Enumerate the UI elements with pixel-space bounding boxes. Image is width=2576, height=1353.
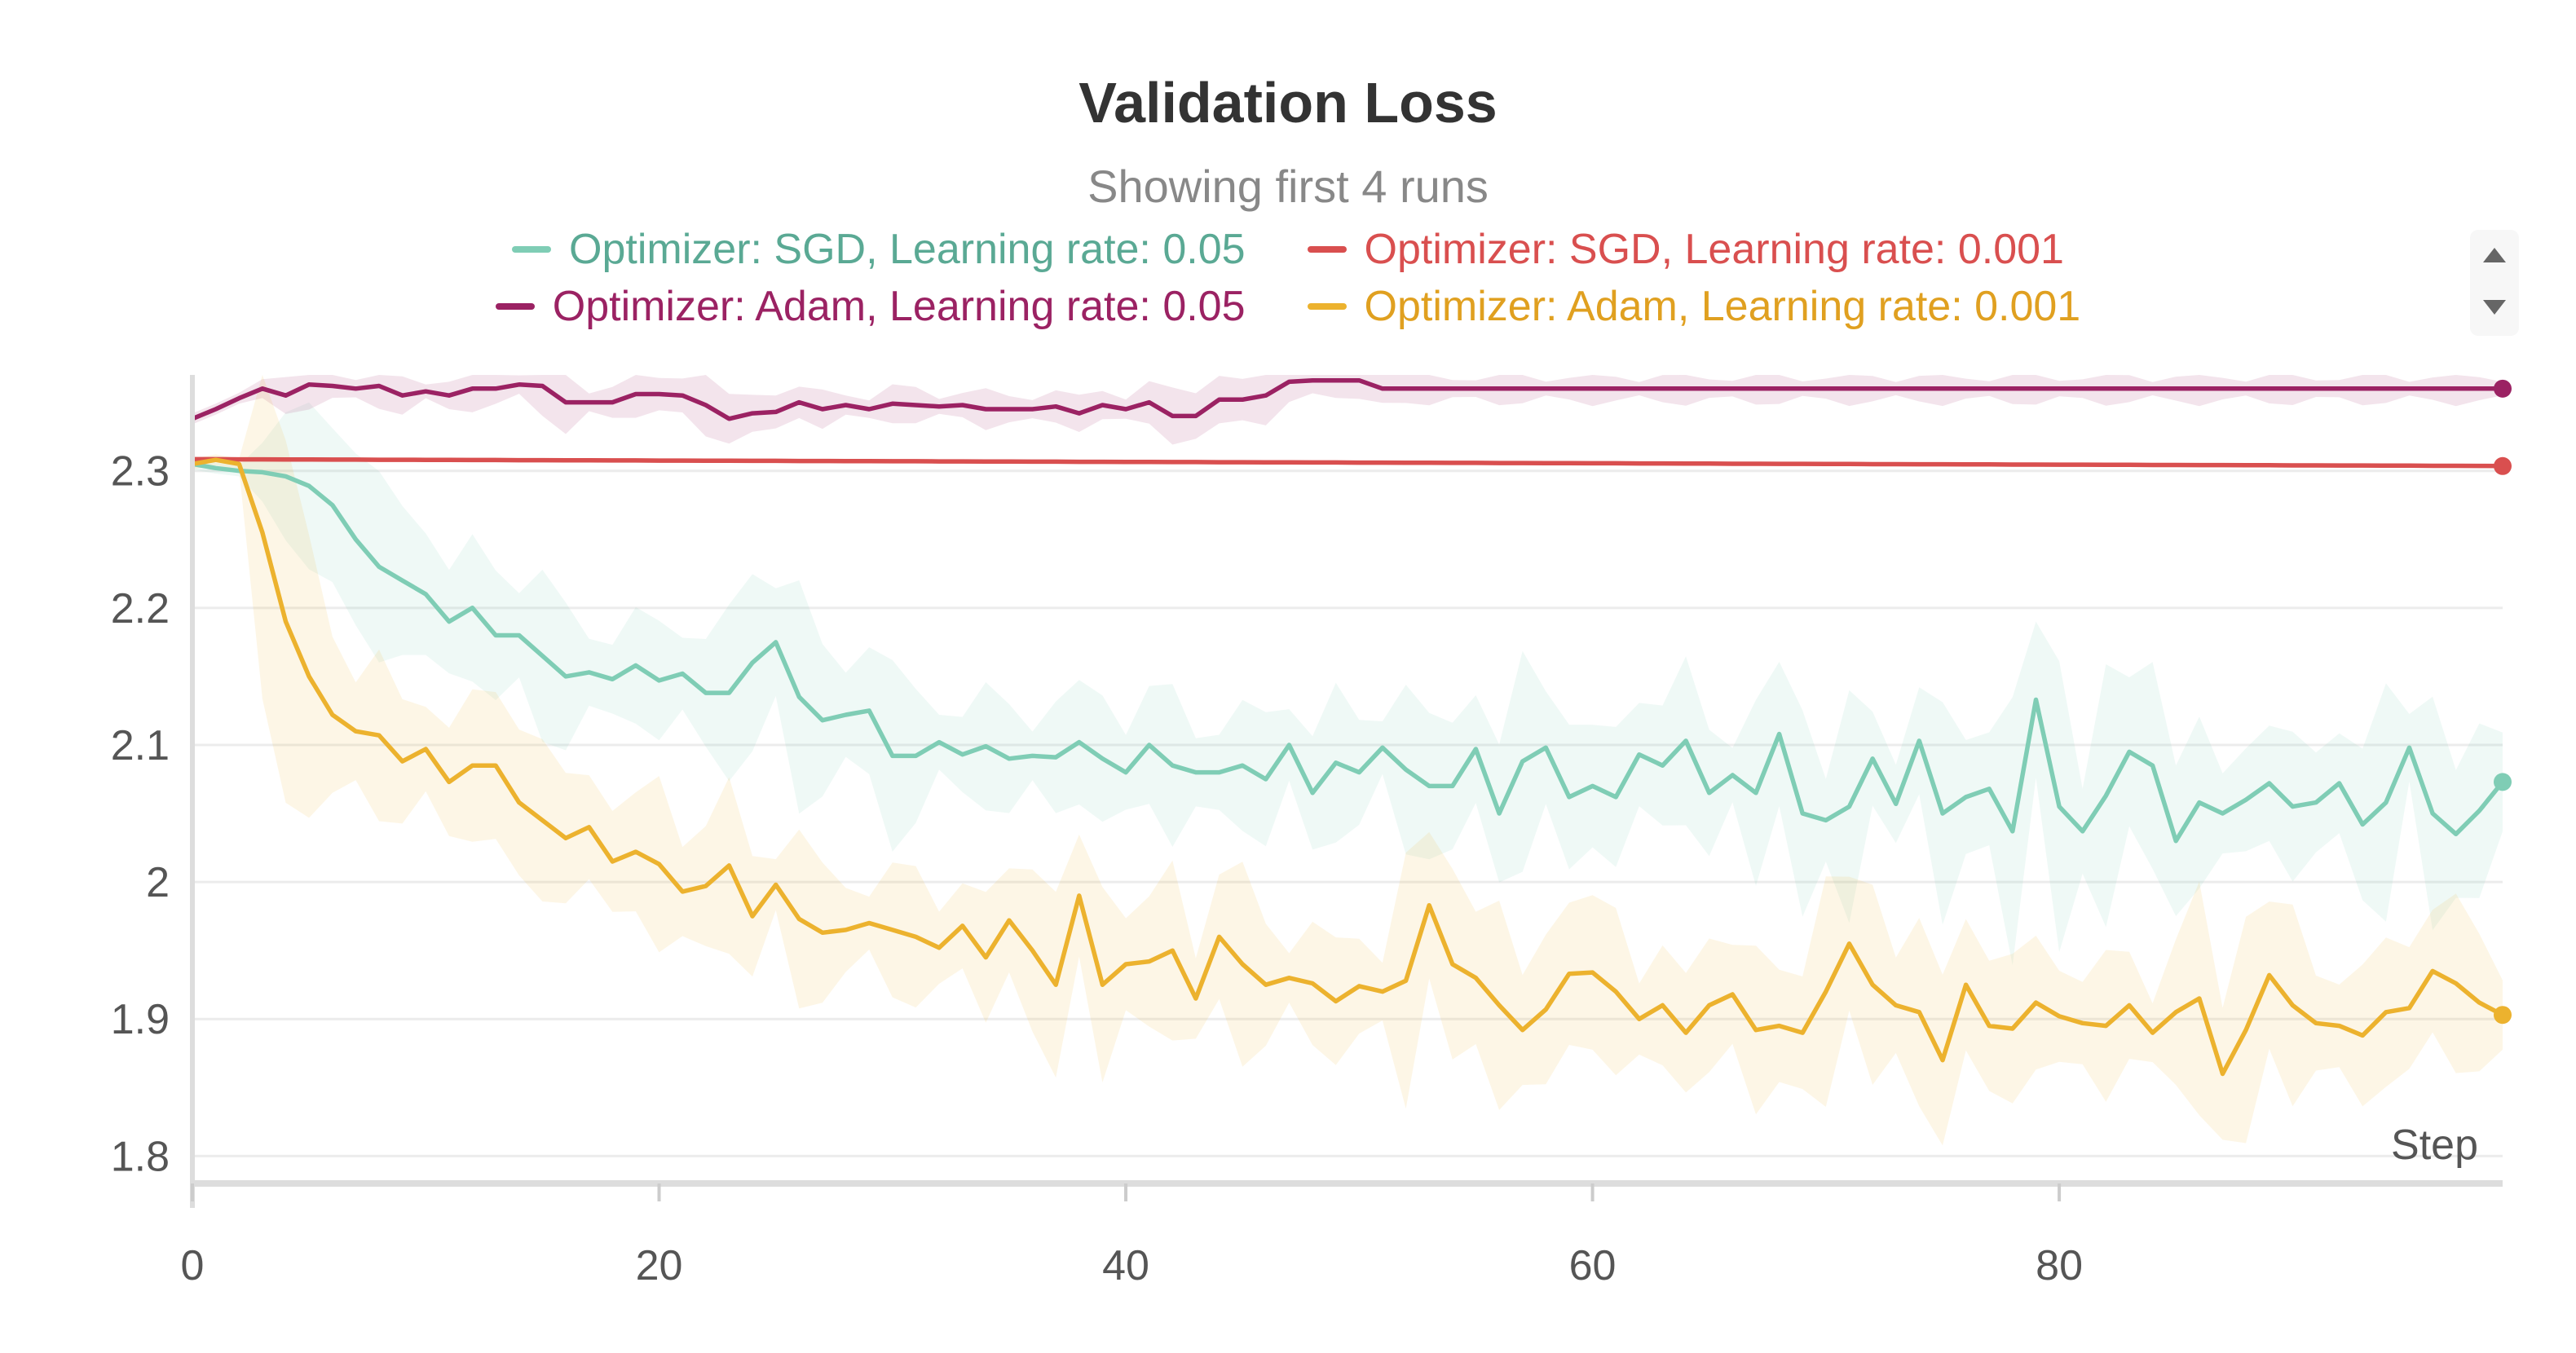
legend-label: Optimizer: SGD, Learning rate: 0.001 [1364, 226, 2064, 273]
legend-label: Optimizer: Adam, Learning rate: 0.05 [552, 283, 1246, 330]
legend-row-2: Optimizer: Adam, Learning rate: 0.05 Opt… [0, 282, 2576, 331]
y-tick-label: 2 [146, 859, 170, 906]
legend-item-adam-0.05[interactable]: Optimizer: Adam, Learning rate: 0.05 [495, 282, 1246, 331]
series-line-3 [192, 457, 2504, 1077]
x-tick-label: 80 [2036, 1242, 2083, 1289]
series-line-0 [192, 461, 2505, 844]
legend-item-sgd-0.001[interactable]: Optimizer: SGD, Learning rate: 0.001 [1307, 225, 2064, 274]
x-axis-label: Step [2391, 1122, 2478, 1169]
series-line-2 [191, 377, 2503, 421]
y-tick-label: 2.1 [111, 722, 170, 769]
legend-row-1: Optimizer: SGD, Learning rate: 0.05 Opti… [0, 225, 2576, 274]
x-tick-label: 60 [1569, 1242, 1617, 1289]
chevron-up-icon[interactable] [2483, 248, 2506, 262]
legend-item-adam-0.001[interactable]: Optimizer: Adam, Learning rate: 0.001 [1307, 282, 2081, 331]
series-band-3 [192, 375, 2503, 1146]
y-tick-label: 2.2 [111, 585, 170, 632]
chevron-down-icon[interactable] [2483, 300, 2506, 315]
legend-swatch [1307, 303, 1347, 310]
y-tick-label: 1.8 [111, 1133, 170, 1180]
series-line-1 [192, 456, 2503, 469]
legend-swatch [512, 246, 552, 253]
legend-scroll-control [2470, 230, 2519, 336]
x-tick-label: 0 [181, 1242, 205, 1289]
legend-swatch [1307, 246, 1347, 253]
series-band-0 [192, 402, 2503, 966]
chart-title: Validation Loss [1078, 71, 1498, 134]
legend-label: Optimizer: SGD, Learning rate: 0.05 [569, 226, 1246, 273]
x-tick-label: 20 [636, 1242, 683, 1289]
x-tick-label: 40 [1102, 1242, 1149, 1289]
y-tick-label: 1.9 [111, 996, 170, 1043]
series-endpoint-3 [2494, 1006, 2512, 1025]
legend-label: Optimizer: Adam, Learning rate: 0.001 [1364, 283, 2081, 330]
series-endpoint-2 [2494, 379, 2512, 398]
legend-swatch [495, 303, 535, 310]
chart-subtitle: Showing first 4 runs [1087, 161, 1489, 212]
series-endpoint-0 [2494, 773, 2512, 791]
series-endpoint-1 [2494, 456, 2512, 475]
legend-item-sgd-0.05[interactable]: Optimizer: SGD, Learning rate: 0.05 [512, 225, 1246, 274]
y-tick-label: 2.3 [111, 448, 170, 496]
series-band-2 [192, 375, 2503, 445]
